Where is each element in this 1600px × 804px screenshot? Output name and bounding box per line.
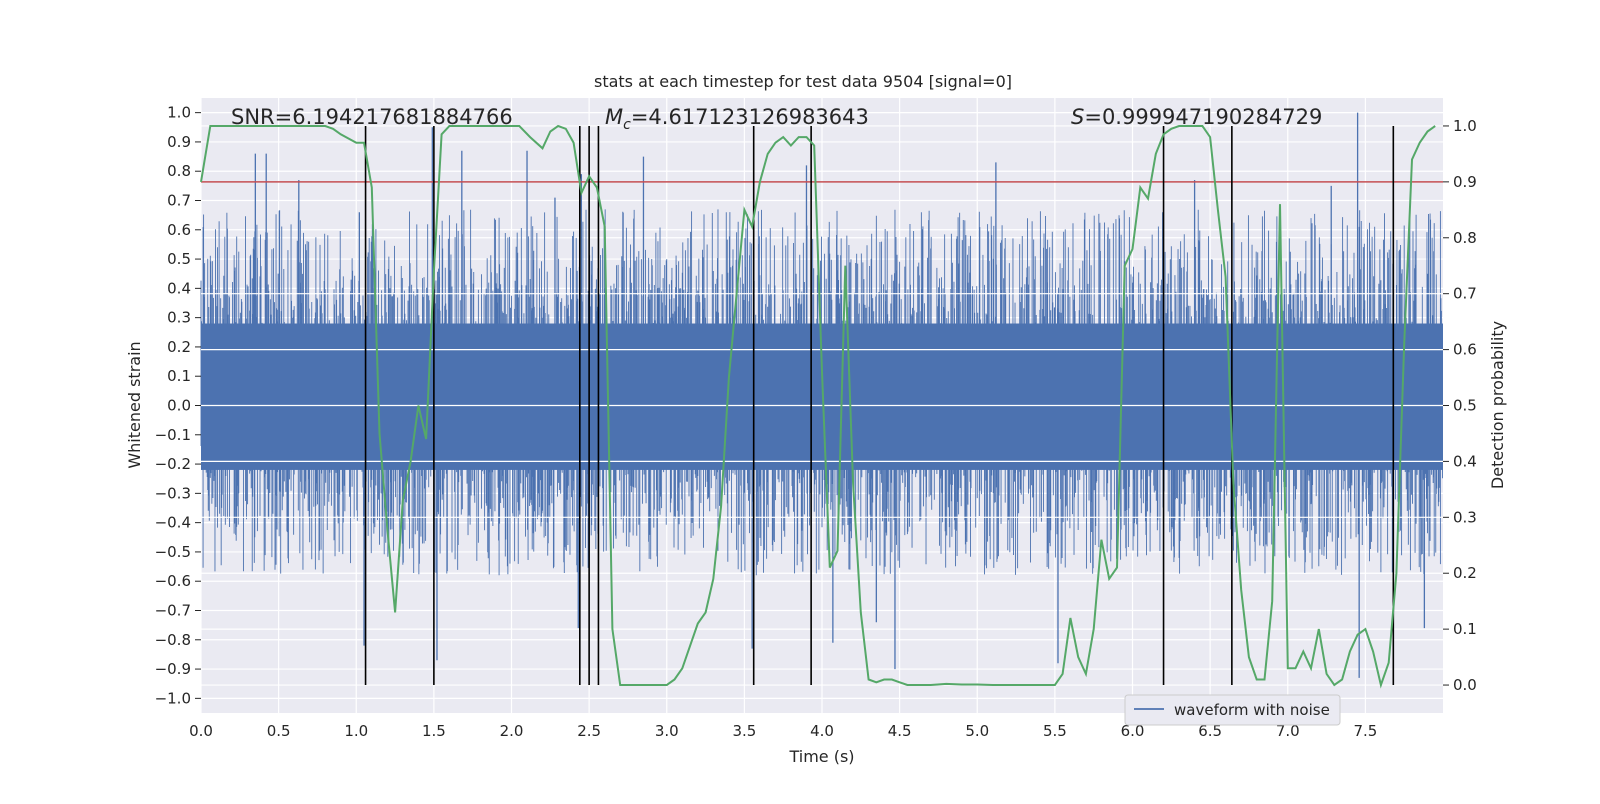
- y-tick-label: 0.8: [167, 162, 191, 180]
- y-tick-label: −0.7: [155, 602, 191, 620]
- x-tick-label: 7.5: [1353, 722, 1377, 740]
- x-axis-label: Time (s): [788, 747, 854, 766]
- x-tick-label: 0.5: [267, 722, 291, 740]
- y2-tick-label: 0.1: [1453, 620, 1477, 638]
- x-tick-label: 4.0: [810, 722, 834, 740]
- legend-label-waveform: waveform with noise: [1174, 701, 1330, 719]
- y2-tick-label: 0.0: [1453, 676, 1477, 694]
- probability-series-line: [200, 124, 1436, 689]
- y2-tick-label: 0.8: [1453, 229, 1477, 247]
- y-tick-label: −0.4: [155, 514, 191, 532]
- x-tick-label: 6.5: [1198, 722, 1222, 740]
- x-tick-label: 5.0: [965, 722, 989, 740]
- chirp-mass-symbol: M: [605, 105, 623, 129]
- s-annotation: S=0.999947190284729: [1071, 105, 1322, 129]
- x-tick-label: 2.5: [577, 722, 601, 740]
- y-tick-label: 0.3: [167, 309, 191, 327]
- y-tick-label: 0.7: [167, 192, 191, 210]
- y-tick-label: 1.0: [167, 104, 191, 122]
- y2-tick-label: 1.0: [1453, 117, 1477, 135]
- x-tick-label: 1.5: [422, 722, 446, 740]
- legend: waveform with noise: [1124, 694, 1341, 726]
- s-value: =0.999947190284729: [1084, 105, 1322, 129]
- y2-axis-label: Detection probability: [1488, 321, 1507, 489]
- y-tick-label: −0.5: [155, 543, 191, 561]
- y-tick-label: −0.9: [155, 660, 191, 678]
- chirp-mass-annotation: Mc=4.617123126983643: [605, 105, 869, 133]
- snr-annotation: SNR=6.194217681884766: [231, 105, 513, 129]
- x-tick-label: 0.0: [189, 722, 213, 740]
- y-tick-label: −0.2: [155, 455, 191, 473]
- y-tick-label: 0.5: [167, 250, 191, 268]
- chirp-mass-subscript: c: [623, 117, 631, 133]
- y-axis-label: Whitened strain: [125, 341, 144, 468]
- y2-tick-label: 0.4: [1453, 452, 1477, 470]
- y2-tick-label: 0.6: [1453, 341, 1477, 359]
- y2-tick-label: 0.9: [1453, 173, 1477, 191]
- y-tick-label: 0.9: [167, 133, 191, 151]
- x-tick-label: 2.0: [500, 722, 524, 740]
- y-tick-label: −0.6: [155, 572, 191, 590]
- y-tick-label: 0.1: [167, 367, 191, 385]
- y-tick-label: 0.6: [167, 221, 191, 239]
- chirp-mass-value: =4.617123126983643: [631, 105, 869, 129]
- y-tick-label: −1.0: [155, 689, 191, 707]
- x-tick-label: 1.0: [344, 722, 368, 740]
- x-tick-label: 4.5: [888, 722, 912, 740]
- x-tick-label: 3.5: [732, 722, 756, 740]
- x-tick-label: 7.0: [1276, 722, 1300, 740]
- y-tick-label: −0.8: [155, 631, 191, 649]
- x-tick-label: 3.0: [655, 722, 679, 740]
- y2-tick-label: 0.2: [1453, 564, 1477, 582]
- y2-tick-label: 0.5: [1453, 397, 1477, 415]
- y-tick-label: −0.1: [155, 426, 191, 444]
- y-tick-label: 0.0: [167, 397, 191, 415]
- chart-title: stats at each timestep for test data 950…: [594, 72, 1012, 91]
- x-tick-label: 6.0: [1121, 722, 1145, 740]
- y-tick-label: 0.4: [167, 279, 191, 297]
- legend-box: [1124, 694, 1341, 726]
- s-symbol: S: [1071, 105, 1084, 129]
- y2-tick-label: 0.3: [1453, 508, 1477, 526]
- x-tick-label: 5.5: [1043, 722, 1067, 740]
- y-tick-label: 0.2: [167, 338, 191, 356]
- y-tick-label: −0.3: [155, 484, 191, 502]
- y2-tick-label: 0.7: [1453, 285, 1477, 303]
